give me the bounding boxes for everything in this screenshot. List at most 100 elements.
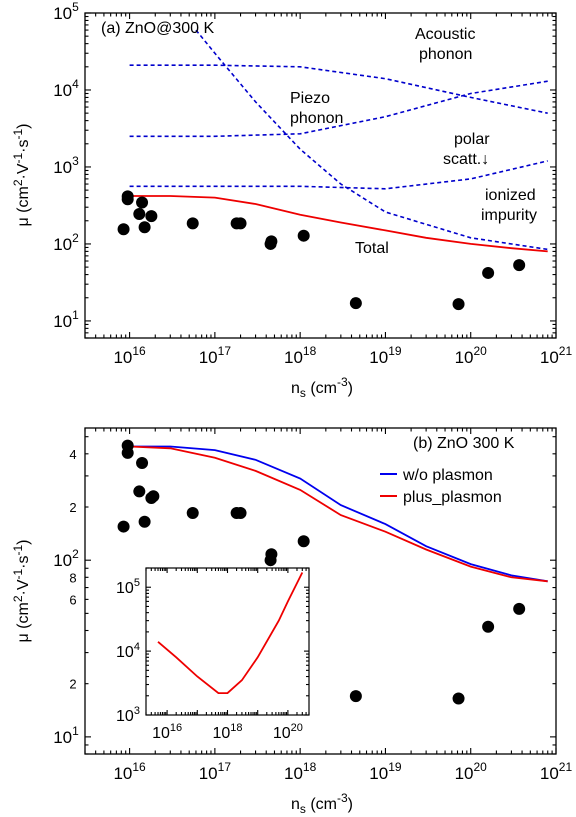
inset-series (157, 572, 304, 694)
panel-b-data-point (121, 439, 134, 452)
legend-label-plus-plasmon: plus_plasmon (403, 489, 502, 506)
panel-b-x-tick-label: 1020 (455, 760, 488, 783)
panel-a-y-tick-label: 104 (53, 77, 79, 100)
annotation-polar-line2: scatt.↓ (443, 151, 489, 168)
panel-b-data-point (186, 506, 199, 519)
panel-b-data-point (452, 692, 465, 705)
panel-a-y-tick-label: 102 (53, 231, 79, 254)
panel-b-title: (b) ZnO 300 K (413, 435, 515, 452)
panel-b-x-tick-label: 1021 (540, 760, 573, 783)
inset-series-line-0 (157, 572, 304, 694)
annotation-total: Total (355, 240, 389, 257)
panel-b-x-axis-label: ns (cm-3) (291, 791, 353, 816)
panel-a-data-point (133, 207, 146, 220)
panel-b-series-line-0 (129, 445, 548, 583)
annotation-ionized-line2: impurity (481, 207, 537, 224)
inset-chart: 1016 1018 1020 103 104 105 (116, 567, 310, 742)
panel-a-series-line-2 (129, 160, 548, 190)
legend-label-wo-plasmon: w/o plasmon (402, 467, 493, 484)
panel-a-data-point (513, 259, 526, 272)
panel-a-data-point (349, 297, 362, 310)
inset-x-tick-label: 1016 (152, 722, 182, 742)
panel-a-data-point (145, 210, 158, 223)
panel-b-y-minor-tick-label: 4 (69, 447, 76, 462)
panel-b-y-tick-label: 101 (53, 724, 79, 747)
panel-a-data-point (121, 190, 134, 203)
panel-b-data-point (136, 456, 149, 469)
panel-b-x-tick-label: 1017 (199, 760, 232, 783)
panel-a-data-point (452, 298, 465, 311)
panel-a-y-axis-label: μ (cm2·V-1·s-1) (11, 123, 32, 226)
panel-b-y-minor-tick-label: 6 (69, 592, 76, 607)
panel-a-data-point (234, 217, 247, 230)
panel-b-y-minor-tick-label: 8 (69, 570, 76, 585)
panel-b-data-point (234, 506, 247, 519)
panel-a-points (117, 190, 526, 311)
panel-a-y-ticks: 101 102 103 104 105 (53, 0, 79, 331)
panel-b-data-point (117, 520, 130, 533)
panel-a-data-point (138, 221, 151, 234)
panel-a-data-point (117, 223, 130, 236)
panel-a-series-line-3 (195, 29, 548, 251)
panel-a-y-tick-label: 105 (53, 0, 79, 23)
panel-a-x-axis-label: ns (cm-3) (291, 375, 353, 400)
panel-a-x-tick-label: 1016 (113, 344, 146, 367)
legend: w/o plasmon plus_plasmon (380, 467, 502, 506)
annotation-acoustic-line2: phonon (419, 46, 472, 63)
panel-b-x-tick-label: 1018 (284, 760, 317, 783)
panel-b-y-minor-tick-label: 2 (69, 677, 76, 692)
inset-x-tick-label: 1018 (212, 722, 242, 742)
panel-a: 1016 1017 1018 1019 1020 1021 101 102 103 104 105… (11, 0, 572, 400)
panel-b-points (117, 439, 526, 705)
inset-y-tick-label: 104 (116, 641, 140, 661)
panel-b-data-point (297, 535, 310, 548)
inset-frame (145, 567, 310, 716)
panel-b-series-line-1 (129, 445, 548, 583)
panel-a-series (129, 29, 548, 253)
panel-b-x-ticks: 1016 1017 1018 1019 1020 1021 (84, 428, 573, 783)
panel-b-data-point (513, 602, 526, 615)
panel-a-data-point (186, 217, 199, 230)
panel-a-series-line-0 (129, 64, 548, 114)
panel-a-frame (84, 12, 557, 339)
panel-a-x-tick-label: 1018 (284, 344, 317, 367)
annotation-piezo-line1: Piezo (290, 90, 330, 107)
panel-b-y-minor-tick-label: 2 (69, 500, 76, 515)
panel-a-series-line-4 (129, 195, 548, 253)
panel-b-frame (84, 427, 557, 755)
panel-a-data-point (136, 196, 149, 209)
annotation-ionized-line1: ionized (485, 187, 536, 204)
annotation-acoustic-line1: Acoustic (415, 26, 475, 43)
panel-a-y-tick-label: 103 (53, 154, 79, 177)
inset-ticks: 1016 1018 1020 103 104 105 (116, 567, 310, 742)
panel-b-data-point (133, 485, 146, 498)
panel-a-x-tick-label: 1020 (455, 344, 488, 367)
panel-b-y-ticks: 101 102 2 2 4 6 8 (53, 447, 79, 747)
inset-x-tick-label: 1020 (273, 722, 303, 742)
panel-b-y-tick-label: 102 (53, 547, 79, 570)
panel-b-data-point (138, 515, 151, 528)
panel-b-data-point (349, 690, 362, 703)
annotation-piezo-line2: phonon (290, 110, 343, 127)
panel-b: 1016 1017 1018 1019 1020 1021 101 102 2 2 4 6 8 (b)… (11, 427, 573, 816)
panel-b-series (129, 445, 548, 583)
panel-a-data-point (297, 229, 310, 242)
panel-a-series-line-1 (129, 80, 548, 138)
inset-y-tick-label: 103 (116, 705, 140, 725)
panel-b-x-tick-label: 1019 (369, 760, 402, 783)
panel-a-title: (a) ZnO@300 K (101, 20, 215, 37)
panel-b-y-axis-label: μ (cm2·V-1·s-1) (11, 539, 32, 642)
annotation-polar-line1: polar (454, 131, 490, 148)
panel-a-x-tick-label: 1021 (540, 344, 573, 367)
panel-a-y-tick-label: 101 (53, 308, 79, 331)
panel-b-data-point (482, 620, 495, 633)
panel-a-x-ticks: 1016 1017 1018 1019 1020 1021 (84, 12, 573, 367)
panel-b-data-point (265, 548, 278, 561)
panel-b-x-tick-label: 1016 (113, 760, 146, 783)
inset-y-tick-label: 105 (116, 577, 140, 597)
panel-a-x-tick-label: 1017 (199, 344, 232, 367)
panel-a-data-point (482, 266, 495, 279)
panel-b-data-point (147, 490, 160, 503)
panel-a-x-tick-label: 1019 (369, 344, 402, 367)
